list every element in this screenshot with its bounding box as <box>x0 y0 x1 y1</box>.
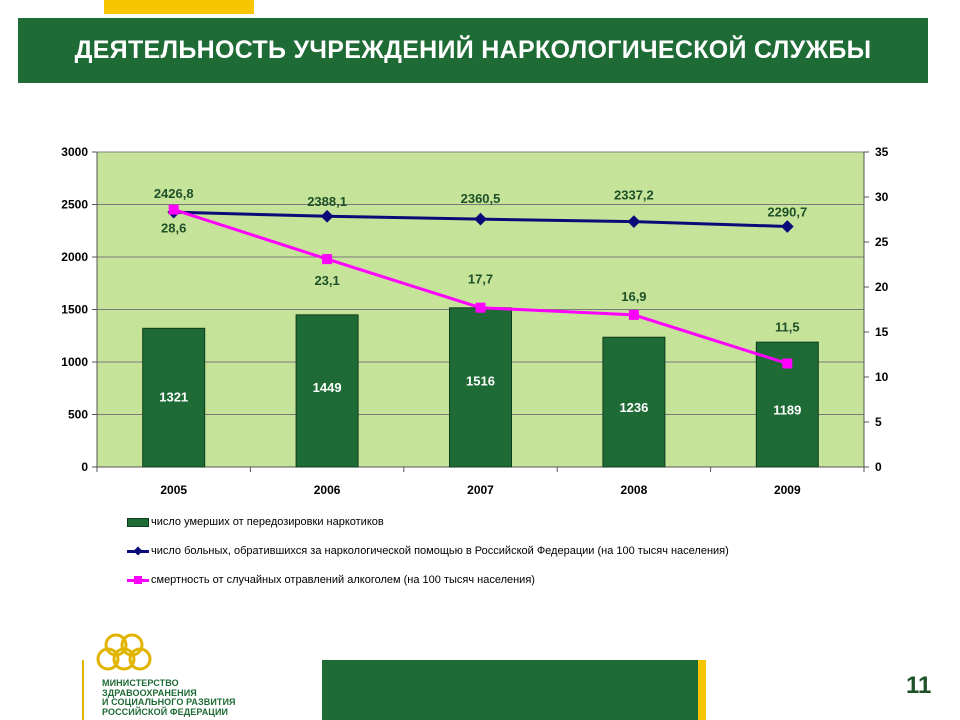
bar-value-label: 1321 <box>159 390 188 405</box>
bar-value-label: 1449 <box>313 380 342 395</box>
footer-green-bar <box>322 660 698 720</box>
ministry-logo: МИНИСТЕРСТВО ЗДРАВООХРАНЕНИЯ И СОЦИАЛЬНО… <box>82 628 272 720</box>
y-left-tick-label: 3000 <box>61 145 88 159</box>
legend-key-bars <box>127 517 149 527</box>
bar <box>602 336 666 468</box>
slide-title: ДЕЯТЕЛЬНОСТЬ УЧРЕЖДЕНИЙ НАРКОЛОГИЧЕСКОЙ … <box>74 36 872 64</box>
y-left-tick-label: 500 <box>68 408 88 422</box>
footer-accent-bar <box>698 660 706 720</box>
marker-patients <box>474 212 487 226</box>
x-tick-label: 2007 <box>467 483 494 497</box>
marker-alcohol <box>322 254 333 265</box>
x-tick-label: 2006 <box>314 483 341 497</box>
y-right-tick-label: 30 <box>875 190 889 204</box>
bar-value-label: 1189 <box>773 403 801 418</box>
page-number: 11 <box>906 672 932 699</box>
y-left-tick-label: 1000 <box>61 355 88 369</box>
y-left-tick-label: 0 <box>81 460 88 474</box>
marker-patients <box>320 209 334 223</box>
x-tick-label: 2008 <box>621 483 648 497</box>
legend-label-patients: число больных, обратившихся за наркологи… <box>151 545 729 557</box>
bar-value-label: 1236 <box>619 400 648 415</box>
legend-label-alcohol: смертность от случайных отравлений алког… <box>151 574 535 586</box>
data-label-alcohol: 23,1 <box>314 273 339 288</box>
marker-alcohol <box>628 309 639 320</box>
data-label-alcohol: 17,7 <box>468 272 493 287</box>
marker-alcohol <box>782 358 793 369</box>
y-right-tick-label: 15 <box>875 325 889 339</box>
data-label-patients: 2337,2 <box>614 188 654 203</box>
top-accent-bar <box>104 0 254 14</box>
x-tick-label: 2009 <box>774 483 801 497</box>
y-right-tick-label: 10 <box>875 370 889 384</box>
legend-key-patients <box>127 546 149 556</box>
data-label-patients: 2290,7 <box>767 204 807 219</box>
data-label-alcohol: 11,5 <box>775 320 800 335</box>
bar <box>142 327 206 468</box>
title-banner: ДЕЯТЕЛЬНОСТЬ УЧРЕЖДЕНИЙ НАРКОЛОГИЧЕСКОЙ … <box>18 18 928 83</box>
y-left-tick-label: 1500 <box>61 303 88 317</box>
y-left-tick-label: 2500 <box>61 198 88 212</box>
legend-label-bars: число умерших от передозировки наркотико… <box>151 516 384 528</box>
y-left-tick-label: 2000 <box>61 250 88 264</box>
legend-key-alcohol <box>127 575 149 585</box>
marker-alcohol <box>168 204 179 215</box>
marker-alcohol <box>475 302 486 313</box>
data-label-patients: 2426,8 <box>154 186 194 201</box>
y-right-tick-label: 25 <box>875 235 889 249</box>
bar <box>449 307 512 468</box>
data-label-alcohol: 16,9 <box>621 289 646 304</box>
y-right-tick-label: 35 <box>875 145 889 159</box>
data-label-patients: 2388,1 <box>307 194 347 209</box>
legend-item-bars: число умерших от передозировки наркотико… <box>127 516 384 528</box>
y-right-tick-label: 0 <box>875 460 882 474</box>
x-tick-label: 2005 <box>160 483 187 497</box>
y-right-tick-label: 5 <box>875 415 882 429</box>
data-label-alcohol: 28,6 <box>161 221 186 236</box>
bar <box>295 314 359 468</box>
logo-divider <box>82 660 84 720</box>
legend-item-alcohol: смертность от случайных отравлений алког… <box>127 574 535 586</box>
bar-value-label: 1516 <box>466 373 495 388</box>
legend-item-patients: число больных, обратившихся за наркологи… <box>127 545 729 557</box>
data-label-patients: 2360,5 <box>461 191 501 206</box>
ministry-name: МИНИСТЕРСТВО ЗДРАВООХРАНЕНИЯ И СОЦИАЛЬНО… <box>102 678 236 717</box>
y-right-tick-label: 20 <box>875 280 889 294</box>
ministry-emblem-icon <box>96 633 152 671</box>
